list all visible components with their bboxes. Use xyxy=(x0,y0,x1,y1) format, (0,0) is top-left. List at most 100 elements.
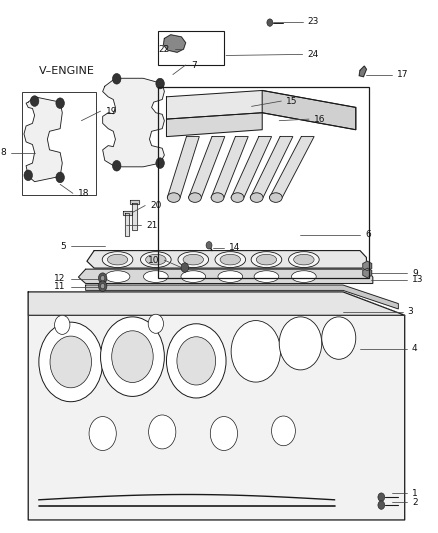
Ellipse shape xyxy=(102,252,133,268)
Ellipse shape xyxy=(220,254,240,265)
Text: 12: 12 xyxy=(54,274,66,283)
Ellipse shape xyxy=(254,271,279,282)
Ellipse shape xyxy=(107,254,128,265)
Polygon shape xyxy=(78,269,373,284)
Bar xyxy=(22,92,96,195)
Polygon shape xyxy=(262,91,356,130)
Polygon shape xyxy=(359,66,367,77)
Circle shape xyxy=(272,416,295,446)
Text: 24: 24 xyxy=(308,50,319,59)
Ellipse shape xyxy=(293,254,314,265)
Ellipse shape xyxy=(250,193,263,203)
Text: 6: 6 xyxy=(365,230,371,239)
Circle shape xyxy=(378,493,385,502)
Circle shape xyxy=(101,284,105,289)
Ellipse shape xyxy=(256,254,277,265)
Text: 14: 14 xyxy=(229,244,240,253)
Ellipse shape xyxy=(178,252,208,268)
Polygon shape xyxy=(363,268,372,278)
Polygon shape xyxy=(269,136,314,198)
Text: 2: 2 xyxy=(412,498,417,507)
Circle shape xyxy=(210,417,237,450)
Circle shape xyxy=(279,317,322,370)
Ellipse shape xyxy=(292,271,316,282)
Circle shape xyxy=(113,160,121,171)
Text: 22: 22 xyxy=(159,45,170,54)
Bar xyxy=(158,30,224,65)
Polygon shape xyxy=(167,136,199,198)
Ellipse shape xyxy=(144,271,168,282)
Circle shape xyxy=(99,273,107,284)
Bar xyxy=(158,87,368,278)
Text: 16: 16 xyxy=(314,115,325,124)
Ellipse shape xyxy=(215,252,246,268)
Ellipse shape xyxy=(231,193,244,203)
Polygon shape xyxy=(86,285,398,309)
Text: 13: 13 xyxy=(412,275,424,284)
Circle shape xyxy=(112,331,153,383)
Ellipse shape xyxy=(105,271,130,282)
Ellipse shape xyxy=(141,252,171,268)
Text: 23: 23 xyxy=(308,17,319,26)
Circle shape xyxy=(89,417,116,450)
Polygon shape xyxy=(166,113,262,136)
Ellipse shape xyxy=(251,252,282,268)
Ellipse shape xyxy=(189,193,201,203)
Text: 17: 17 xyxy=(397,70,409,79)
Polygon shape xyxy=(123,212,131,215)
Polygon shape xyxy=(131,200,139,204)
Ellipse shape xyxy=(181,271,205,282)
Text: 20: 20 xyxy=(150,201,162,210)
Text: V–ENGINE: V–ENGINE xyxy=(39,67,95,76)
Circle shape xyxy=(148,314,163,333)
Text: 15: 15 xyxy=(286,96,298,106)
Polygon shape xyxy=(87,251,367,268)
Circle shape xyxy=(39,322,102,402)
Polygon shape xyxy=(163,35,186,52)
Circle shape xyxy=(267,19,273,26)
Circle shape xyxy=(56,98,64,109)
Circle shape xyxy=(156,158,164,168)
Polygon shape xyxy=(28,292,405,316)
Circle shape xyxy=(99,281,107,292)
Circle shape xyxy=(322,317,356,359)
Text: 19: 19 xyxy=(106,107,117,116)
Polygon shape xyxy=(166,91,356,130)
Polygon shape xyxy=(363,261,372,271)
Circle shape xyxy=(30,96,39,107)
Text: 9: 9 xyxy=(412,269,418,278)
Polygon shape xyxy=(102,78,164,167)
Circle shape xyxy=(101,276,105,281)
Text: 1: 1 xyxy=(412,489,418,498)
Ellipse shape xyxy=(167,193,180,203)
Text: 10: 10 xyxy=(148,256,159,265)
Polygon shape xyxy=(125,214,130,236)
Circle shape xyxy=(181,263,189,272)
Text: 3: 3 xyxy=(408,307,413,316)
Ellipse shape xyxy=(183,254,204,265)
Text: 8: 8 xyxy=(0,148,6,157)
Ellipse shape xyxy=(218,271,243,282)
Polygon shape xyxy=(211,136,248,198)
Text: 4: 4 xyxy=(412,344,417,353)
Polygon shape xyxy=(28,292,405,520)
Circle shape xyxy=(148,415,176,449)
Polygon shape xyxy=(24,97,62,182)
Circle shape xyxy=(24,170,32,181)
Ellipse shape xyxy=(289,252,319,268)
Circle shape xyxy=(166,324,226,398)
Circle shape xyxy=(56,172,64,183)
Circle shape xyxy=(156,78,164,89)
Ellipse shape xyxy=(146,254,166,265)
Polygon shape xyxy=(231,136,272,198)
Circle shape xyxy=(50,336,92,388)
Polygon shape xyxy=(132,203,137,230)
Polygon shape xyxy=(250,136,293,198)
Circle shape xyxy=(55,316,70,334)
Ellipse shape xyxy=(269,193,282,203)
Text: 7: 7 xyxy=(191,61,197,69)
Text: 11: 11 xyxy=(54,282,66,291)
Circle shape xyxy=(378,501,385,510)
Text: 18: 18 xyxy=(78,189,89,198)
Ellipse shape xyxy=(211,193,224,203)
